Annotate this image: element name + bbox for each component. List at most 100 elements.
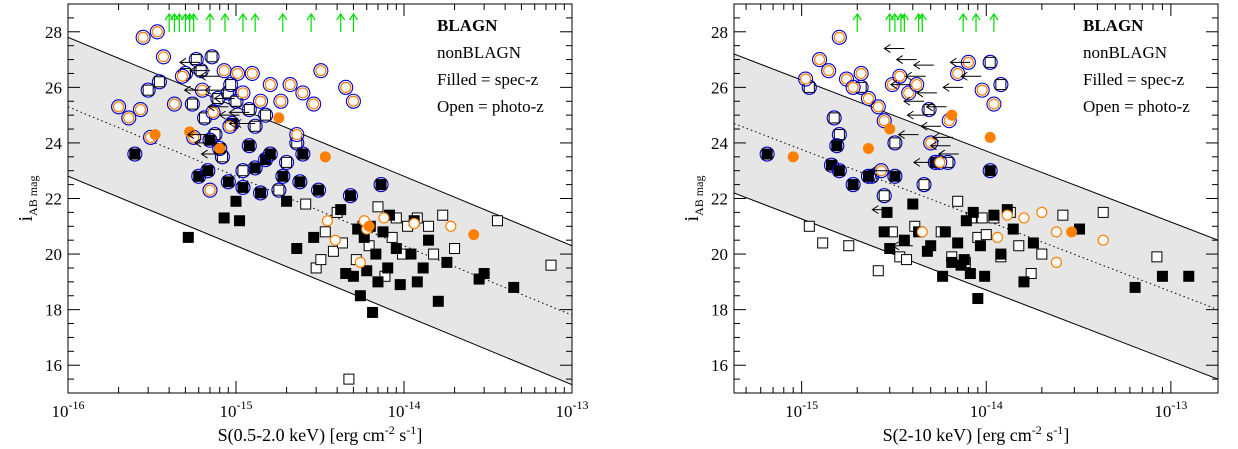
- blagn-spec-point: [291, 243, 303, 255]
- blagn-ring: [823, 157, 840, 173]
- x-tick-label: 10-14: [970, 398, 1003, 421]
- blagn-photo-point: [437, 209, 449, 221]
- blagn-photo-point: [1057, 209, 1069, 221]
- nonblagn-photo-point: [445, 220, 457, 232]
- lower-limit-arrow: [971, 12, 981, 32]
- upper-limit-arrow: [189, 66, 210, 76]
- nonblagn-photo-point: [321, 215, 334, 227]
- blagn-ring: [222, 118, 238, 134]
- blagn-ring: [174, 68, 190, 84]
- blagn-spec-point: [202, 165, 214, 177]
- x-tick-label: 10-15: [785, 398, 818, 421]
- blagn-spec-point: [881, 206, 893, 218]
- blagn-photo-point: [889, 137, 901, 149]
- upper-limit-arrow: [912, 157, 934, 167]
- blagn-photo-point: [828, 112, 840, 124]
- nonblagn-photo-point: [847, 81, 859, 93]
- blagn-spec-point: [833, 165, 845, 177]
- blagn-photo-point: [300, 198, 312, 210]
- blagn-spec-point: [995, 248, 1007, 260]
- nonblagn-photo-point: [991, 231, 1004, 243]
- blagn-spec-point: [377, 226, 389, 238]
- lower-limit-arrow: [336, 12, 346, 32]
- blagn-photo-point: [237, 165, 249, 177]
- nonblagn-photo-point: [204, 184, 216, 196]
- blagn-ring: [191, 168, 207, 184]
- blagn-photo-point: [449, 243, 461, 255]
- blagn-spec-point: [1156, 270, 1168, 282]
- upper-limit-arrow: [883, 44, 905, 53]
- upper-limit-arrow: [204, 85, 225, 95]
- nonblagn-photo-point: [1050, 226, 1063, 238]
- blagn-spec-point: [1183, 270, 1195, 282]
- y-tick-label: 22: [711, 190, 728, 209]
- nonblagn-photo-point: [264, 78, 276, 91]
- blagn-ring: [197, 110, 213, 126]
- legend-filled: Filled = spec-z: [437, 70, 539, 89]
- blagn-spec-point: [308, 231, 320, 243]
- blagn-spec-point: [243, 140, 255, 152]
- blagn-ring: [202, 182, 218, 198]
- x-axis-label: S(0.5-2.0 keV) [erg cm-2 s-1]: [218, 423, 423, 446]
- blagn-spec-point: [234, 215, 246, 227]
- lower-limit-arrow: [278, 12, 288, 32]
- blagn-ring: [247, 118, 263, 134]
- blagn-ring: [993, 77, 1009, 93]
- blagn-ring: [279, 154, 295, 170]
- y-tick-label: 26: [711, 78, 728, 97]
- lower-limit-arrow: [238, 12, 248, 32]
- blagn-ring: [140, 82, 156, 98]
- nonblagn-photo-point: [952, 67, 964, 80]
- nonblagn-photo-point: [137, 31, 149, 43]
- blagn-ring: [271, 182, 287, 198]
- blagn-spec-point: [432, 295, 444, 307]
- blagn-photo-point: [901, 254, 913, 266]
- y-tick-label: 26: [45, 78, 62, 97]
- blagn-ring: [306, 96, 322, 112]
- blagn-ring: [282, 77, 298, 93]
- blagn-photo-point: [1151, 251, 1163, 263]
- upper-limit-arrow: [198, 71, 220, 81]
- blagn-spec-point: [441, 256, 453, 268]
- blagn-ring: [921, 102, 937, 118]
- blagn-spec-point: [249, 162, 261, 174]
- nonblagn-spec-point: [149, 129, 161, 141]
- upper-limit-arrow: [942, 82, 964, 92]
- blagn-spec-point: [313, 184, 325, 196]
- upper-limit-arrow: [912, 60, 934, 70]
- nonblagn-photo-point: [329, 234, 341, 246]
- blagn-ring: [258, 107, 274, 123]
- blagn-photo-point: [976, 212, 988, 224]
- nonblagn-photo-point: [833, 31, 845, 43]
- lower-limit-arrow: [185, 12, 195, 32]
- lower-limit-arrow: [306, 12, 316, 32]
- blagn-spec-point: [1018, 276, 1030, 288]
- blagn-spec-point: [264, 148, 276, 160]
- blagn-photo-point: [980, 229, 992, 241]
- nonblagn-spec-point: [1066, 226, 1078, 238]
- blagn-photo-point: [315, 254, 327, 266]
- x-tick-label: 10-14: [388, 398, 421, 421]
- blagn-ring: [974, 82, 990, 98]
- y-axis-label: iAB mag: [681, 176, 706, 222]
- upper-limit-arrow: [906, 110, 928, 120]
- blagn-ring: [184, 96, 200, 112]
- blagn-ring: [223, 77, 239, 93]
- blagn-spec-point: [988, 209, 1000, 221]
- blagn-spec-point: [193, 170, 205, 182]
- blagn-spec-point: [1007, 223, 1019, 235]
- blagn-ring: [200, 163, 216, 179]
- nonblagn-photo-point: [237, 87, 249, 99]
- nonblagn-photo-point: [1097, 234, 1109, 246]
- nonblagn-photo-point: [340, 81, 352, 93]
- y-tick-label: 20: [711, 245, 728, 264]
- blagn-photo-point: [243, 104, 255, 116]
- blagn-spec-point: [939, 226, 951, 238]
- upper-limit-arrow: [234, 119, 256, 128]
- y-tick-label: 20: [45, 245, 62, 264]
- blagn-photo-point: [952, 195, 964, 207]
- blagn-ring: [235, 179, 251, 195]
- upper-limit-arrow: [194, 138, 216, 148]
- blagn-spec-point: [411, 276, 423, 288]
- blagn-ring: [870, 99, 886, 115]
